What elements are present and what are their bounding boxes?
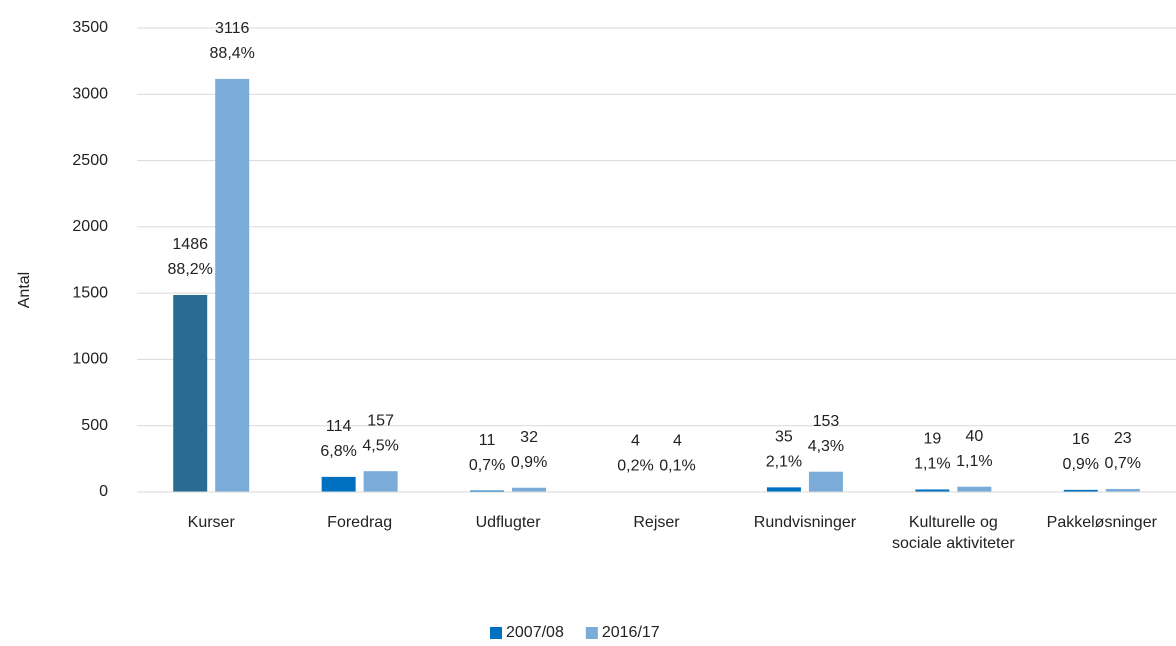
y-tick-label: 1000	[72, 351, 108, 368]
bar	[363, 471, 398, 492]
share-label: 0,7%	[469, 457, 505, 474]
share-label: 1,1%	[914, 456, 950, 473]
data-label: 4	[631, 433, 640, 450]
share-label: 0,1%	[659, 458, 695, 475]
x-tick-label: Kurser	[187, 514, 235, 531]
x-tick-label: Rundvisninger	[753, 514, 857, 531]
data-label: 35	[775, 429, 793, 446]
y-tick-label: 1500	[72, 284, 108, 301]
legend-swatch	[490, 627, 502, 639]
share-label: 88,4%	[210, 45, 255, 62]
bar	[1105, 488, 1140, 492]
y-tick-label: 3000	[72, 86, 108, 103]
y-tick-label: 2000	[72, 218, 108, 235]
legend-label: 2007/08	[506, 624, 564, 641]
y-tick-label: 3500	[72, 19, 108, 36]
x-tick-label: Kulturelle og sociale aktiviteter	[891, 514, 1015, 552]
x-tick-label: Udflugter	[475, 514, 541, 531]
data-label: 11	[479, 432, 496, 449]
bar	[915, 489, 950, 492]
x-tick-label: Pakkeløsninger	[1046, 514, 1157, 531]
data-label: 114	[326, 418, 352, 435]
share-label: 6,8%	[320, 443, 356, 460]
share-label: 0,9%	[1063, 456, 1099, 473]
data-label: 19	[923, 431, 941, 448]
data-label: 157	[367, 412, 394, 429]
x-tick-label: Foredrag	[327, 514, 393, 531]
bar	[957, 486, 992, 492]
data-label: 1486	[172, 236, 208, 253]
bar	[321, 476, 356, 492]
bar	[808, 471, 843, 492]
data-label: 4	[673, 433, 682, 450]
share-label: 0,7%	[1105, 455, 1141, 472]
bar	[512, 487, 547, 492]
data-label: 16	[1072, 431, 1090, 448]
bar	[766, 487, 801, 492]
share-label: 4,3%	[808, 438, 844, 455]
data-label: 32	[520, 429, 538, 446]
share-label: 1,1%	[956, 453, 992, 470]
legend-label: 2016/17	[602, 624, 660, 641]
bar	[470, 490, 505, 492]
bar	[215, 78, 250, 493]
y-tick-label: 500	[81, 417, 108, 434]
data-label: 3116	[215, 20, 250, 37]
y-tick-label: 2500	[72, 152, 108, 169]
data-label: 40	[965, 428, 983, 445]
share-label: 0,2%	[617, 458, 653, 475]
legend-swatch	[585, 627, 598, 639]
share-label: 88,2%	[168, 261, 213, 278]
bar	[173, 294, 208, 492]
share-label: 2,1%	[766, 454, 802, 471]
y-axis-label: Antal	[16, 272, 33, 308]
y-tick-label: 0	[99, 483, 108, 500]
bar	[1063, 489, 1098, 492]
share-label: 4,5%	[362, 437, 398, 454]
x-tick-label: Rejser	[633, 514, 680, 531]
share-label: 0,9%	[511, 454, 547, 471]
data-label: 23	[1114, 430, 1132, 447]
data-label: 153	[813, 413, 840, 430]
